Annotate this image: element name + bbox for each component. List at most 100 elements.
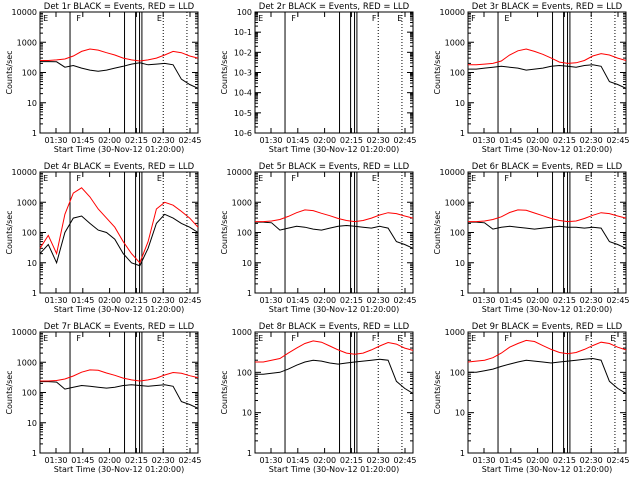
y-tick-label: 10-2 [234,48,252,57]
x-tick-label: 02:30 [152,136,175,145]
x-tick-label: 02:00 [526,136,549,145]
y-tick-label: 10000 [440,168,465,177]
x-tick-label: 02:15 [553,296,576,305]
x-tick-label: 02:15 [125,296,148,305]
x-tick-label: 02:30 [580,136,603,145]
y-tick-label: 1 [247,289,252,298]
x-tick-label: 02:00 [98,136,121,145]
y-tick-label: 1000 [17,38,37,47]
panel-7: Det 7r BLACK = Events, RED = LLD 1 10 100 10… [5,322,202,474]
panel-4: Det 4r BLACK = Events, RED = LLD 1 10 100 10… [5,162,202,314]
y-tick-label: 100 [22,389,37,398]
x-tick-label: 02:15 [553,456,576,465]
x-tick-label: 01:30 [472,136,495,145]
x-tick-label: 02:30 [580,296,603,305]
x-tick-label: 02:15 [340,296,363,305]
y-axis-label: Counts/sec [5,50,14,94]
x-tick-label: 01:45 [499,296,522,305]
x-tick-label: 02:00 [98,296,121,305]
marker-label: F [471,14,476,23]
marker-label: E [43,174,48,183]
y-tick-label: 10 [455,259,465,268]
y-tick-label: 100 [450,368,465,377]
y-tick-label: 10-6 [234,129,252,138]
marker-label: F [372,14,377,23]
y-tick-label: 10 [455,409,465,418]
y-tick-label: 100 [237,8,252,17]
y-tick-label: 10 [455,99,465,108]
marker-label: F [291,174,296,183]
y-tick-label: 10 [27,419,37,428]
lld-series-line [255,340,414,363]
marker-label: E [471,174,476,183]
x-tick-label: 02:00 [313,456,336,465]
marker-label: E [157,174,162,183]
plot-frame [467,331,627,454]
x-tick-label: 02:45 [178,296,201,305]
events-series-line [468,221,627,249]
x-tick-label: 01:30 [259,456,282,465]
y-axis-label: Counts/sec [433,50,442,94]
marker-label: E [504,14,509,23]
events-series-line [40,61,199,89]
x-axis-label: Start Time (30-Nov-12 01:20:00) [269,465,399,474]
x-tick-label: 01:45 [286,296,309,305]
x-axis-label: Start Time (30-Nov-12 01:20:00) [482,145,612,154]
y-axis-label: Counts/sec [433,210,442,254]
y-tick-label: 10-5 [234,109,252,118]
x-tick-label: 02:15 [340,136,363,145]
y-tick-label: 1000 [17,358,37,367]
x-tick-label: 01:30 [472,296,495,305]
y-tick-label: 100 [22,69,37,78]
panel-6: Det 6r BLACK = Events, RED = LLD 1 10 100 10… [433,162,630,314]
plot-frame [254,331,414,454]
x-tick-label: 02:15 [340,456,363,465]
x-axis-label: Start Time (30-Nov-12 01:20:00) [54,305,184,314]
panel-title: Det 8r BLACK = Events, RED = LLD [259,322,410,332]
y-axis-label: Counts/sec [220,50,229,94]
x-tick-label: 02:15 [125,456,148,465]
lld-series-line [39,187,199,264]
y-tick-label: 10-3 [234,69,252,78]
x-tick-label: 02:15 [125,136,148,145]
plot-frame [254,11,414,134]
y-tick-label: 10 [242,259,252,268]
y-tick-label: 1 [32,289,37,298]
panel-title: Det 3r BLACK = Events, RED = LLD [472,2,623,12]
x-tick-label: 01:45 [71,136,94,145]
panel-3: Det 3r BLACK = Events, RED = LLD 1 10 100 10… [433,2,630,154]
x-tick-label: 02:00 [526,296,549,305]
x-tick-label: 02:45 [393,456,416,465]
y-axis-label: Counts/sec [220,210,229,254]
marker-label: F [291,334,296,343]
x-tick-label: 02:15 [553,136,576,145]
marker-label: E [610,334,615,343]
lld-series-line [468,48,627,66]
panel-title: Det 4r BLACK = Events, RED = LLD [44,162,195,172]
plot-frame [39,331,199,454]
x-tick-label: 01:30 [259,136,282,145]
marker-label: E [372,174,377,183]
lld-series-line [467,339,627,363]
y-tick-label: 1000 [445,328,465,337]
marker-label: E [157,334,162,343]
x-tick-label: 02:00 [313,136,336,145]
y-axis-label: Counts/sec [5,210,14,254]
y-tick-label: 10 [27,99,37,108]
plot-frame [39,11,199,134]
marker-label: F [291,14,296,23]
marker-label: F [585,334,590,343]
lld-series-line [40,369,199,382]
marker-label: E [157,14,162,23]
lld-series-line [255,209,414,223]
y-tick-label: 1000 [445,198,465,207]
x-tick-label: 02:45 [606,456,629,465]
events-series-line [468,357,627,394]
marker-label: F [504,334,509,343]
x-tick-label: 01:30 [44,456,67,465]
y-tick-label: 10-4 [234,89,252,98]
y-tick-label: 100 [450,69,465,78]
y-tick-label: 1 [460,449,465,458]
panel-title: Det 9r BLACK = Events, RED = LLD [472,322,623,332]
